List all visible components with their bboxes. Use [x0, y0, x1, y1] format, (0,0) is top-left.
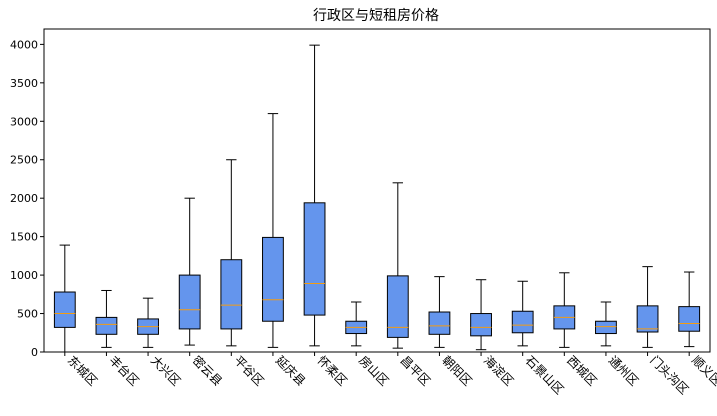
x-tick-label: 通州区 [606, 353, 641, 388]
y-tick-label: 1000 [10, 269, 38, 282]
box-延庆县 [262, 236, 284, 322]
x-tick-label: 门头沟区 [647, 353, 692, 398]
x-tick-label: 房山区 [356, 353, 392, 389]
y-tick-label: 2500 [10, 154, 38, 167]
x-tick-label: 西城区 [564, 353, 599, 388]
y-tick-label: 0 [31, 346, 38, 359]
x-tick-label: 怀柔区 [314, 353, 349, 388]
x-tick-label: 东城区 [65, 353, 100, 388]
box-石景山区 [511, 310, 534, 334]
y-tick-label: 3500 [10, 77, 38, 90]
box-东城区 [53, 291, 76, 328]
x-tick-label: 延庆县 [273, 353, 308, 388]
x-tick-label: 朝阳区 [439, 353, 474, 388]
plot-frame [43, 28, 711, 353]
chart-title: 行政区与短租房价格 [313, 8, 439, 24]
box-昌平区 [386, 275, 409, 338]
box-海淀区 [470, 313, 492, 337]
x-tick-label: 昌平区 [398, 353, 433, 388]
y-tick-label: 4000 [10, 38, 38, 51]
box-门头沟区 [636, 305, 659, 333]
box-密云县 [178, 274, 201, 330]
box-顺义区 [678, 306, 701, 332]
x-tick-label: 顺义区 [689, 353, 717, 388]
y-tick-label: 2000 [10, 192, 38, 205]
y-tick-label: 3000 [10, 115, 38, 128]
box-丰台区 [95, 316, 118, 335]
x-tick-label: 密云县 [190, 353, 226, 389]
x-tick-label: 大兴区 [148, 353, 183, 388]
box-怀柔区 [303, 202, 326, 316]
y-tick-label: 500 [17, 308, 38, 321]
x-tick-label: 海淀区 [481, 353, 517, 389]
box-平谷区 [220, 259, 243, 330]
x-tick-label: 石景山区 [523, 353, 567, 397]
x-tick-label: 丰台区 [106, 353, 142, 389]
y-tick-label: 1500 [10, 231, 38, 244]
box-朝阳区 [428, 311, 451, 335]
box-通州区 [595, 320, 617, 335]
x-tick-label: 平谷区 [231, 353, 266, 388]
